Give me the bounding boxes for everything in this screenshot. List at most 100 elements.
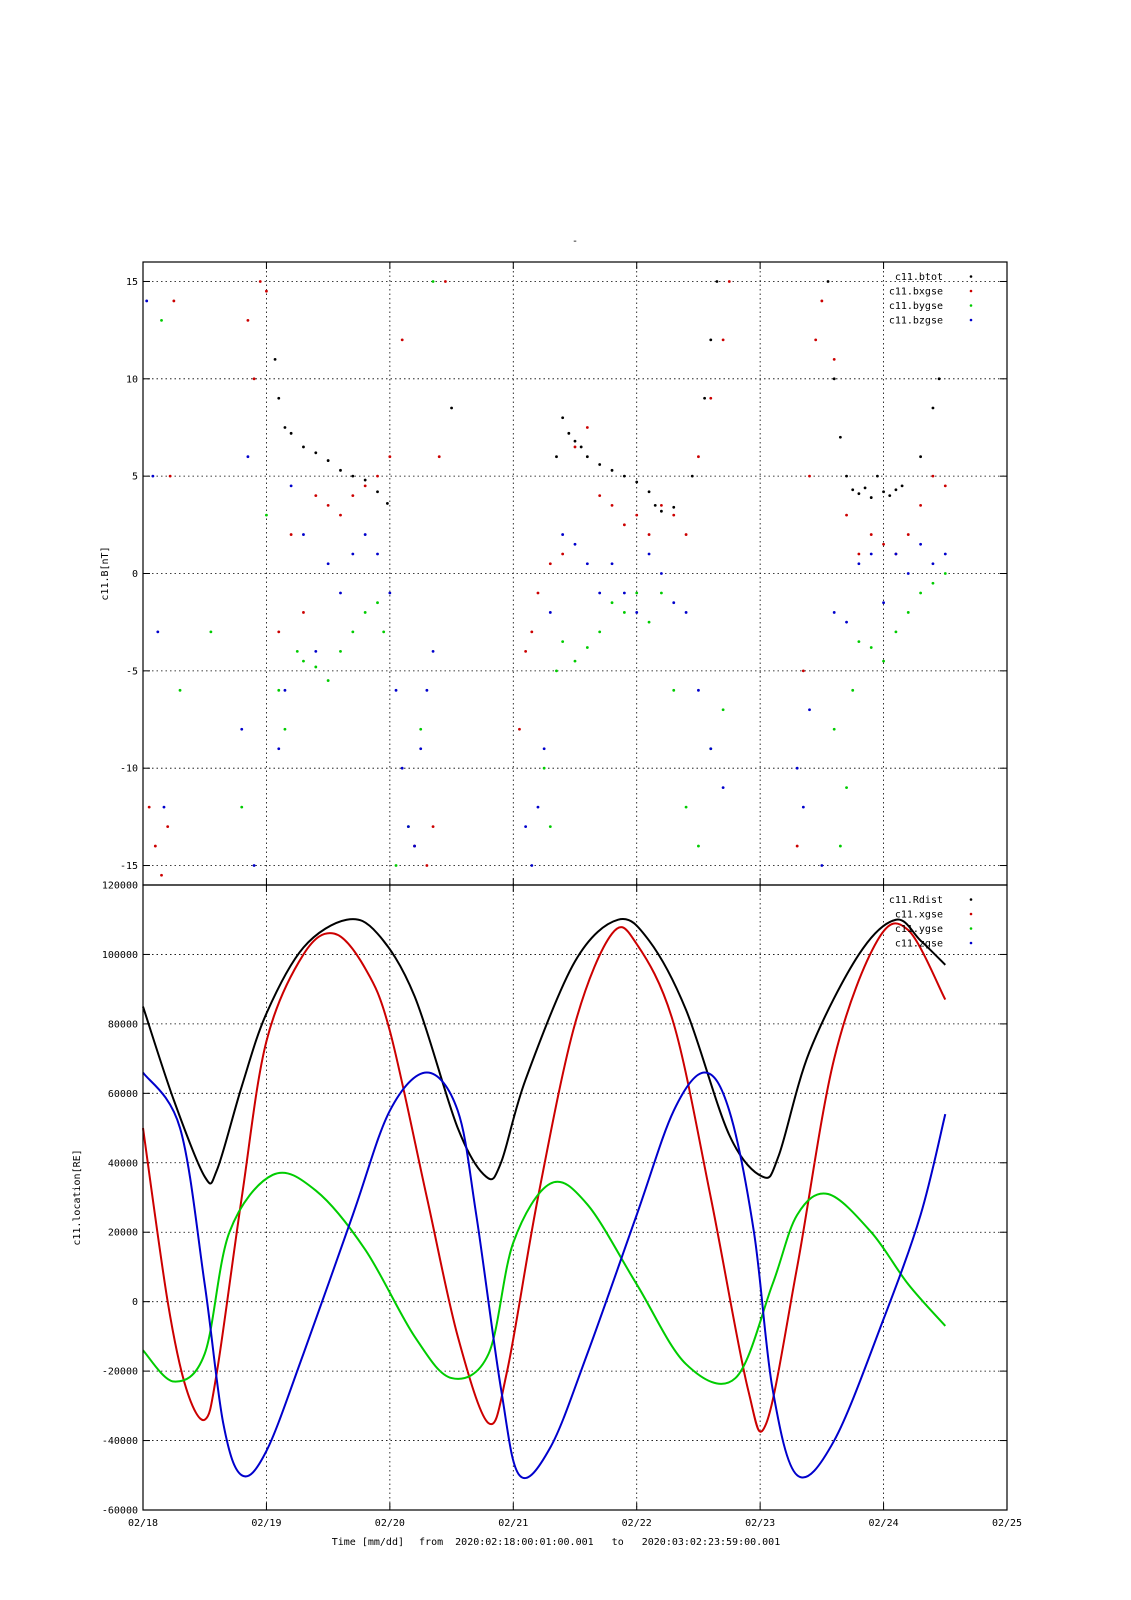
data-point <box>295 649 299 653</box>
series-line <box>142 1071 947 1479</box>
data-point <box>289 484 293 488</box>
data-point <box>524 825 528 828</box>
data-point <box>610 468 614 472</box>
data-point <box>326 459 330 462</box>
data-point <box>394 688 398 692</box>
x-tick-label: 02/18 <box>128 1518 158 1529</box>
data-point <box>727 280 731 283</box>
data-point <box>326 679 330 682</box>
data-point <box>672 688 676 692</box>
data-point <box>394 864 398 867</box>
data-point <box>302 659 305 663</box>
data-point <box>888 494 892 498</box>
data-point <box>832 357 836 361</box>
data-point <box>283 727 287 731</box>
data-point <box>283 426 287 429</box>
series-c11.btot <box>273 280 941 513</box>
data-point <box>561 552 565 556</box>
data-point <box>376 552 379 556</box>
data-point <box>265 513 268 517</box>
data-point <box>536 805 540 809</box>
data-point <box>820 299 824 303</box>
series-line <box>142 1171 947 1385</box>
legend-marker <box>969 304 973 307</box>
data-point <box>795 766 799 770</box>
data-point <box>721 708 725 712</box>
series-c11.Rdist <box>142 918 946 1185</box>
data-point <box>246 455 250 459</box>
data-point <box>697 844 700 848</box>
data-point <box>425 864 429 867</box>
data-point <box>339 591 342 595</box>
data-point <box>168 474 172 478</box>
series-c11.bxgse <box>147 280 947 877</box>
data-point <box>151 474 155 478</box>
data-point <box>672 513 676 517</box>
data-point <box>585 455 589 459</box>
data-point <box>388 455 392 459</box>
data-point <box>857 552 861 556</box>
data-point <box>598 630 602 634</box>
y-tick-label: -5 <box>126 666 138 677</box>
data-point <box>530 630 534 634</box>
data-point <box>709 396 713 400</box>
data-point <box>240 727 244 731</box>
data-point <box>931 406 935 410</box>
data-point <box>561 533 565 536</box>
data-point <box>660 591 663 595</box>
data-point <box>894 552 898 556</box>
data-point <box>838 435 842 439</box>
data-point <box>622 611 626 614</box>
x-axis-label-to-word: to <box>612 1537 624 1548</box>
x-axis-label-from-word: from <box>419 1537 443 1548</box>
data-point <box>314 649 318 653</box>
data-point <box>385 502 389 505</box>
data-point <box>573 542 577 546</box>
data-point <box>573 659 577 663</box>
data-point <box>943 572 947 575</box>
series-c11.zgse <box>142 1071 947 1479</box>
data-point <box>265 289 268 293</box>
data-point <box>425 688 429 692</box>
data-point <box>314 494 318 498</box>
legend-label: c11.ygse <box>895 924 943 935</box>
data-point <box>851 688 855 692</box>
legend-label: c11.bygse <box>889 301 943 312</box>
legend-marker <box>969 912 973 916</box>
data-point <box>314 665 318 669</box>
x-axis-label: Time [mm/dd] from 2020:02:18:00:01:00.00… <box>332 1537 780 1548</box>
data-point <box>697 688 700 692</box>
data-point <box>145 299 149 303</box>
data-point <box>555 455 558 459</box>
data-point <box>931 562 935 566</box>
data-point <box>715 280 719 283</box>
data-point <box>376 474 379 478</box>
data-point <box>919 542 922 546</box>
magnetic-field-panel: 15 10 5 0 -5 -10 -15 c11.B[nT] c11.btot c11.bxgse… <box>100 261 1008 886</box>
data-point <box>684 611 688 614</box>
data-point <box>709 338 713 342</box>
data-point <box>919 591 922 595</box>
series-c11.bygse <box>160 280 947 867</box>
data-point <box>431 649 435 653</box>
data-point <box>703 396 706 400</box>
y-tick-label: -10 <box>120 764 138 775</box>
data-point <box>406 825 410 828</box>
data-point <box>832 611 836 614</box>
data-point <box>166 825 170 828</box>
data-point <box>894 630 898 634</box>
data-point <box>273 357 277 361</box>
legend-label: c11.bzgse <box>889 316 943 327</box>
data-point <box>690 474 694 478</box>
y-tick-label: -60000 <box>102 1506 138 1517</box>
data-point <box>647 620 651 624</box>
legend-marker <box>969 898 973 901</box>
data-point <box>548 611 552 614</box>
x-tick-label: 02/23 <box>745 1518 775 1529</box>
legend-marker <box>969 318 973 322</box>
data-point <box>585 646 589 649</box>
data-point <box>882 542 885 546</box>
data-point <box>845 620 848 624</box>
data-point <box>857 562 861 566</box>
